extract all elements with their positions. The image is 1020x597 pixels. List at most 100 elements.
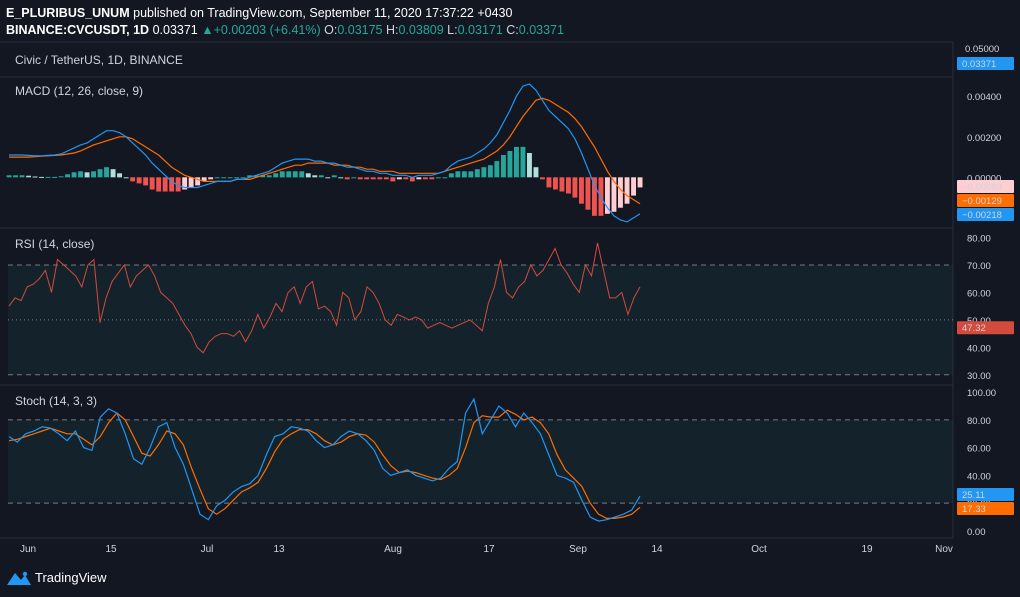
macd-histogram-bar: [175, 177, 181, 192]
macd-histogram-bar: [312, 175, 318, 178]
macd-histogram-bar: [592, 177, 597, 216]
macd-histogram-bar: [156, 177, 162, 192]
tradingview-logo-icon: [7, 571, 31, 585]
macd-histogram-bar: [325, 177, 331, 179]
chart-background: [0, 42, 1020, 562]
macd-histogram-bar: [487, 165, 493, 178]
macd-value-label: −0.00218: [962, 210, 1002, 221]
stoch-tick: 100.00: [967, 388, 996, 399]
macd-histogram-bar: [58, 176, 64, 178]
macd-histogram-bar: [318, 175, 324, 178]
macd-signal-label: −0.00129: [962, 196, 1002, 207]
low-label: L:: [447, 23, 458, 37]
macd-histogram-bar: [104, 167, 109, 178]
macd-histogram-bar: [520, 146, 526, 178]
macd-histogram-bar: [273, 173, 279, 178]
stoch-band-fill: [8, 419, 953, 504]
publish-info: published on TradingView.com, September …: [129, 6, 513, 20]
close-label: C:: [506, 23, 519, 37]
high-label: H:: [386, 23, 399, 37]
macd-histogram-bar: [448, 173, 454, 178]
macd-histogram-bar: [45, 176, 51, 178]
macd-histogram-bar: [39, 176, 44, 178]
macd-histogram-bar: [97, 169, 103, 178]
macd-pane-title: MACD (12, 26, close, 9): [15, 84, 143, 98]
macd-value-label-bg: [957, 208, 1014, 221]
macd-histogram-bar: [221, 177, 227, 179]
macd-histogram-bar: [585, 177, 591, 210]
macd-histogram-bar: [527, 153, 532, 178]
change-up-icon: ▲: [201, 23, 214, 37]
macd-histogram-bar: [234, 177, 240, 179]
macd-histogram-bar: [195, 177, 201, 186]
macd-signal-line: [9, 97, 641, 205]
macd-histogram-bar: [533, 167, 539, 178]
macd-histogram-bar: [455, 171, 461, 178]
time-axis-tick: 15: [105, 544, 117, 555]
macd-histogram-bar: [13, 175, 18, 178]
macd-histogram-bar: [305, 173, 311, 178]
macd-histogram-bar: [169, 177, 175, 192]
macd-histogram-bar: [136, 177, 142, 184]
publish-line: E_PLURIBUS_UNUM published on TradingView…: [6, 6, 512, 20]
time-axis-tick: Aug: [384, 544, 402, 555]
low-value: 0.03171: [457, 23, 503, 37]
time-axis-tick: Oct: [751, 544, 767, 555]
rsi-line: [8, 242, 641, 354]
macd-histogram-bar: [201, 177, 207, 182]
macd-histogram-bar: [364, 177, 370, 180]
macd-histogram-bar: [208, 177, 214, 180]
macd-histogram-bar: [474, 169, 480, 178]
time-axis-tick: Sep: [569, 544, 587, 555]
macd-histogram-bar: [117, 173, 122, 178]
macd-histogram-bar: [91, 171, 96, 178]
macd-histogram-bar: [344, 177, 350, 180]
macd-histogram-bar: [370, 177, 376, 180]
rsi-tick: 70.00: [967, 261, 991, 272]
macd-histogram-bar: [507, 151, 513, 178]
time-axis-tick: 19: [861, 544, 873, 555]
macd-histogram-bar: [123, 177, 129, 179]
macd-histogram-bar: [514, 146, 519, 178]
macd-histogram-bar: [266, 175, 272, 178]
price-change: +0.00203 (+6.41%): [213, 23, 321, 37]
time-axis-tick: 17: [483, 544, 495, 555]
macd-histogram-bar: [292, 171, 298, 178]
macd-histogram-bar: [357, 177, 363, 180]
rsi-pane-title: RSI (14, close): [15, 237, 94, 251]
macd-histogram-bar: [422, 177, 428, 180]
macd-histogram-bar: [494, 161, 500, 178]
tradingview-logo[interactable]: TradingView: [7, 570, 107, 585]
macd-histogram-bar: [84, 172, 90, 178]
last-price: 0.03371: [152, 23, 198, 37]
macd-histogram-bar: [286, 171, 292, 178]
macd-histogram-bar: [501, 155, 506, 178]
stoch-d-label-bg: [957, 502, 1014, 515]
stoch-k-line: [8, 397, 641, 522]
author-name[interactable]: E_PLURIBUS_UNUM: [6, 6, 130, 20]
macd-histogram-bar: [579, 177, 584, 204]
macd-histogram-bar: [637, 177, 643, 188]
macd-histogram-bar: [429, 177, 435, 180]
macd-histogram-bar: [78, 171, 83, 178]
close-value: 0.03371: [518, 23, 564, 37]
macd-hist-label: −0.00089: [962, 182, 1002, 193]
macd-histogram-bar: [331, 175, 337, 178]
macd-histogram-bar: [559, 177, 565, 192]
macd-histogram-bar: [279, 171, 285, 178]
macd-histogram-bar: [631, 177, 636, 196]
macd-histogram-bar: [611, 177, 617, 212]
macd-histogram-bar: [52, 176, 57, 178]
rsi-tick: 60.00: [967, 288, 991, 299]
macd-histogram-bar: [130, 177, 136, 182]
macd-histogram-bar: [468, 171, 474, 178]
macd-hist-label-bg: [957, 180, 1014, 193]
price-pane-title: Civic / TetherUS, 1D, BINANCE: [15, 53, 183, 67]
macd-tick: 0.00200: [967, 133, 1001, 144]
price-last-label-bg: [957, 57, 1014, 70]
macd-histogram-bar: [299, 171, 305, 178]
ohlc-line: BINANCE:CVCUSDT, 1D 0.03371 ▲+0.00203 (+…: [6, 23, 564, 37]
macd-histogram-bar: [383, 177, 389, 180]
macd-histogram-bar: [461, 171, 467, 178]
